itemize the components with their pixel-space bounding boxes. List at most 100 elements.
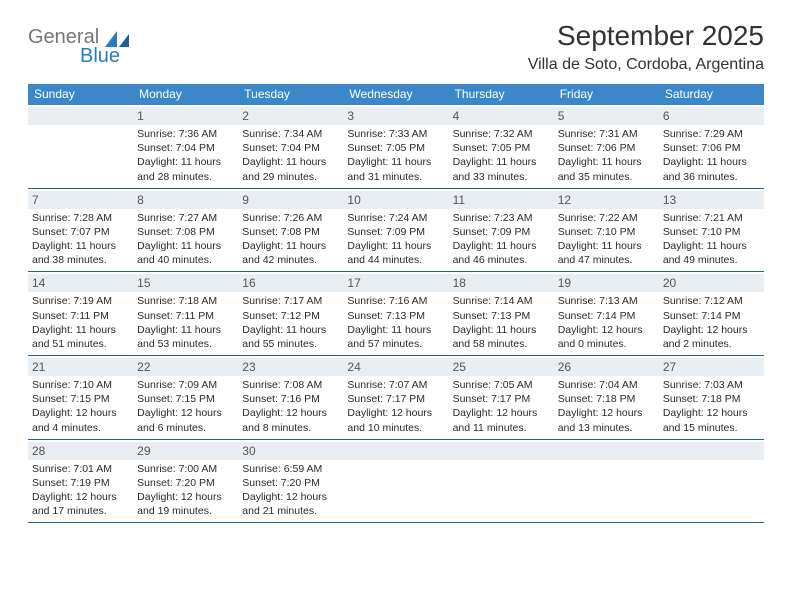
logo-text-blue: Blue xyxy=(80,45,129,68)
day2-line: and 29 minutes. xyxy=(242,170,339,184)
day-cell: 12Sunrise: 7:22 AMSunset: 7:10 PMDayligh… xyxy=(554,189,659,272)
weekday-header: Thursday xyxy=(449,84,554,105)
week-row: 1Sunrise: 7:36 AMSunset: 7:04 PMDaylight… xyxy=(28,105,764,189)
sunset-line: Sunset: 7:13 PM xyxy=(347,309,444,323)
sunset-line: Sunset: 7:04 PM xyxy=(137,141,234,155)
day-number: 11 xyxy=(449,191,554,209)
sunrise-line: Sunrise: 7:21 AM xyxy=(663,211,760,225)
sunset-line: Sunset: 7:06 PM xyxy=(558,141,655,155)
day1-line: Daylight: 11 hours xyxy=(347,323,444,337)
day-cell xyxy=(343,440,448,523)
day2-line: and 15 minutes. xyxy=(663,421,760,435)
day1-line: Daylight: 12 hours xyxy=(242,406,339,420)
sunset-line: Sunset: 7:16 PM xyxy=(242,392,339,406)
day-number: 17 xyxy=(343,274,448,292)
logo: General Blue xyxy=(28,20,129,68)
sunset-line: Sunset: 7:11 PM xyxy=(32,309,129,323)
day-cell: 10Sunrise: 7:24 AMSunset: 7:09 PMDayligh… xyxy=(343,189,448,272)
weekday-header: Wednesday xyxy=(343,84,448,105)
day1-line: Daylight: 11 hours xyxy=(32,323,129,337)
sunrise-line: Sunrise: 7:31 AM xyxy=(558,127,655,141)
day1-line: Daylight: 12 hours xyxy=(347,406,444,420)
sunrise-line: Sunrise: 7:18 AM xyxy=(137,294,234,308)
sunset-line: Sunset: 7:12 PM xyxy=(242,309,339,323)
day-cell: 30Sunrise: 6:59 AMSunset: 7:20 PMDayligh… xyxy=(238,440,343,523)
sunrise-line: Sunrise: 7:36 AM xyxy=(137,127,234,141)
sunrise-line: Sunrise: 6:59 AM xyxy=(242,462,339,476)
day-number: 8 xyxy=(133,191,238,209)
day1-line: Daylight: 11 hours xyxy=(242,323,339,337)
day2-line: and 40 minutes. xyxy=(137,253,234,267)
day-cell: 23Sunrise: 7:08 AMSunset: 7:16 PMDayligh… xyxy=(238,356,343,439)
sunset-line: Sunset: 7:17 PM xyxy=(453,392,550,406)
sunset-line: Sunset: 7:10 PM xyxy=(558,225,655,239)
sunrise-line: Sunrise: 7:03 AM xyxy=(663,378,760,392)
day1-line: Daylight: 11 hours xyxy=(347,155,444,169)
day-number: 10 xyxy=(343,191,448,209)
day2-line: and 42 minutes. xyxy=(242,253,339,267)
day2-line: and 49 minutes. xyxy=(663,253,760,267)
day-number: 7 xyxy=(28,191,133,209)
day-number: 1 xyxy=(133,107,238,125)
day-cell: 3Sunrise: 7:33 AMSunset: 7:05 PMDaylight… xyxy=(343,105,448,188)
day-cell: 25Sunrise: 7:05 AMSunset: 7:17 PMDayligh… xyxy=(449,356,554,439)
day-cell: 22Sunrise: 7:09 AMSunset: 7:15 PMDayligh… xyxy=(133,356,238,439)
day2-line: and 6 minutes. xyxy=(137,421,234,435)
sunset-line: Sunset: 7:06 PM xyxy=(663,141,760,155)
sunrise-line: Sunrise: 7:24 AM xyxy=(347,211,444,225)
day-cell: 8Sunrise: 7:27 AMSunset: 7:08 PMDaylight… xyxy=(133,189,238,272)
day2-line: and 8 minutes. xyxy=(242,421,339,435)
sunset-line: Sunset: 7:08 PM xyxy=(242,225,339,239)
day-cell: 4Sunrise: 7:32 AMSunset: 7:05 PMDaylight… xyxy=(449,105,554,188)
day1-line: Daylight: 11 hours xyxy=(347,239,444,253)
day2-line: and 31 minutes. xyxy=(347,170,444,184)
day1-line: Daylight: 11 hours xyxy=(242,239,339,253)
sunrise-line: Sunrise: 7:00 AM xyxy=(137,462,234,476)
sunrise-line: Sunrise: 7:32 AM xyxy=(453,127,550,141)
week-row: 21Sunrise: 7:10 AMSunset: 7:15 PMDayligh… xyxy=(28,356,764,440)
day-cell: 26Sunrise: 7:04 AMSunset: 7:18 PMDayligh… xyxy=(554,356,659,439)
month-title: September 2025 xyxy=(528,20,764,52)
sunset-line: Sunset: 7:09 PM xyxy=(453,225,550,239)
day-number: 29 xyxy=(133,442,238,460)
day1-line: Daylight: 12 hours xyxy=(558,323,655,337)
sunset-line: Sunset: 7:07 PM xyxy=(32,225,129,239)
day-cell: 21Sunrise: 7:10 AMSunset: 7:15 PMDayligh… xyxy=(28,356,133,439)
day1-line: Daylight: 11 hours xyxy=(558,239,655,253)
sunrise-line: Sunrise: 7:17 AM xyxy=(242,294,339,308)
day-number: 20 xyxy=(659,274,764,292)
sunrise-line: Sunrise: 7:05 AM xyxy=(453,378,550,392)
day2-line: and 19 minutes. xyxy=(137,504,234,518)
day-cell: 19Sunrise: 7:13 AMSunset: 7:14 PMDayligh… xyxy=(554,272,659,355)
day1-line: Daylight: 11 hours xyxy=(137,155,234,169)
day-cell: 15Sunrise: 7:18 AMSunset: 7:11 PMDayligh… xyxy=(133,272,238,355)
day1-line: Daylight: 12 hours xyxy=(137,406,234,420)
sunset-line: Sunset: 7:14 PM xyxy=(663,309,760,323)
day2-line: and 28 minutes. xyxy=(137,170,234,184)
day-number xyxy=(659,442,764,460)
day-cell: 11Sunrise: 7:23 AMSunset: 7:09 PMDayligh… xyxy=(449,189,554,272)
sunrise-line: Sunrise: 7:04 AM xyxy=(558,378,655,392)
day-number: 23 xyxy=(238,358,343,376)
day1-line: Daylight: 12 hours xyxy=(663,406,760,420)
day2-line: and 46 minutes. xyxy=(453,253,550,267)
day1-line: Daylight: 11 hours xyxy=(663,155,760,169)
day2-line: and 4 minutes. xyxy=(32,421,129,435)
day-number: 22 xyxy=(133,358,238,376)
day1-line: Daylight: 12 hours xyxy=(137,490,234,504)
sunrise-line: Sunrise: 7:10 AM xyxy=(32,378,129,392)
day1-line: Daylight: 11 hours xyxy=(453,239,550,253)
day-cell: 29Sunrise: 7:00 AMSunset: 7:20 PMDayligh… xyxy=(133,440,238,523)
sunset-line: Sunset: 7:10 PM xyxy=(663,225,760,239)
day-cell: 17Sunrise: 7:16 AMSunset: 7:13 PMDayligh… xyxy=(343,272,448,355)
day-number: 26 xyxy=(554,358,659,376)
day-number xyxy=(449,442,554,460)
day-cell: 1 Sunrise: 7:36 AMSunset: 7:04 PMDaylight… xyxy=(133,105,238,188)
day2-line: and 57 minutes. xyxy=(347,337,444,351)
sunset-line: Sunset: 7:19 PM xyxy=(32,476,129,490)
day-cell: 9Sunrise: 7:26 AMSunset: 7:08 PMDaylight… xyxy=(238,189,343,272)
day-cell: 5Sunrise: 7:31 AMSunset: 7:06 PMDaylight… xyxy=(554,105,659,188)
day-number: 4 xyxy=(449,107,554,125)
day-number: 15 xyxy=(133,274,238,292)
calendar-grid: Sunday Monday Tuesday Wednesday Thursday… xyxy=(28,84,764,523)
